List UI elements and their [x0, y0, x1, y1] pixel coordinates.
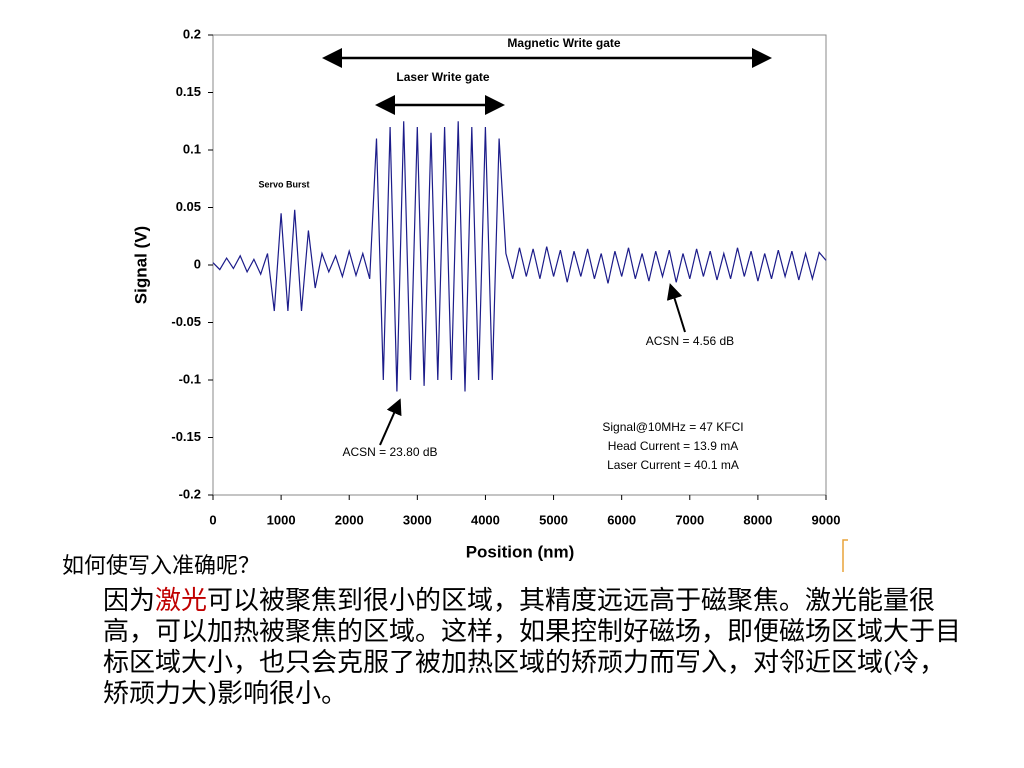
y-tick-label: 0.2 — [183, 26, 201, 41]
x-tick-label: 0 — [209, 512, 216, 527]
annotation: ACSN = 4.56 dB — [646, 334, 734, 348]
annotation: Laser Write gate — [396, 70, 489, 84]
annotation: ACSN = 23.80 dB — [342, 445, 437, 459]
signal-line — [212, 121, 827, 392]
x-tick-label: 9000 — [812, 512, 841, 527]
paragraph: 因为激光可以被聚焦到很小的区域，其精度远远高于磁聚焦。激光能量很高，可以加热被聚… — [103, 586, 965, 710]
annotation: Head Current = 13.9 mA — [608, 439, 738, 453]
x-tick-label: 5000 — [539, 512, 568, 527]
y-tick-label: 0.1 — [183, 141, 201, 156]
y-tick-label: 0.15 — [176, 84, 201, 99]
annotation: Laser Current = 40.1 mA — [607, 458, 739, 472]
annotation-arrow — [666, 283, 686, 333]
annotation: Signal@10MHz = 47 KFCI — [602, 420, 743, 434]
chart: Position (nm) Signal (V) Magnetic Write … — [131, 26, 848, 572]
y-axis-label: Signal (V) — [131, 226, 150, 304]
highlight: 激光 — [155, 586, 208, 616]
x-tick-label: 4000 — [471, 512, 500, 527]
x-axis-label: Position (nm) — [466, 542, 575, 561]
annotation: Magnetic Write gate — [507, 36, 620, 50]
x-tick-label: 3000 — [403, 512, 432, 527]
text: 可以被聚焦到很小的区域，其精度远远高于磁聚焦。激光能量很高，可以加热被聚焦的区域… — [103, 586, 962, 709]
y-tick-label: 0.05 — [176, 199, 201, 214]
y-tick-label: -0.05 — [171, 314, 201, 329]
y-tick-label: -0.15 — [171, 429, 201, 444]
y-tick-label: -0.2 — [179, 486, 201, 501]
annotation: Servo Burst — [258, 179, 309, 189]
x-tick-label: 1000 — [267, 512, 296, 527]
y-tick-label: 0 — [194, 256, 201, 271]
x-tick-label: 7000 — [675, 512, 704, 527]
y-tick-label: -0.1 — [179, 371, 201, 386]
text: 因为 — [103, 586, 156, 616]
x-tick-label: 6000 — [607, 512, 636, 527]
x-tick-label: 8000 — [743, 512, 772, 527]
x-tick-label: 2000 — [335, 512, 364, 527]
question: 如何使写入准确呢？ — [62, 554, 261, 579]
annotation-arrow — [379, 398, 402, 446]
decoration — [842, 539, 848, 572]
